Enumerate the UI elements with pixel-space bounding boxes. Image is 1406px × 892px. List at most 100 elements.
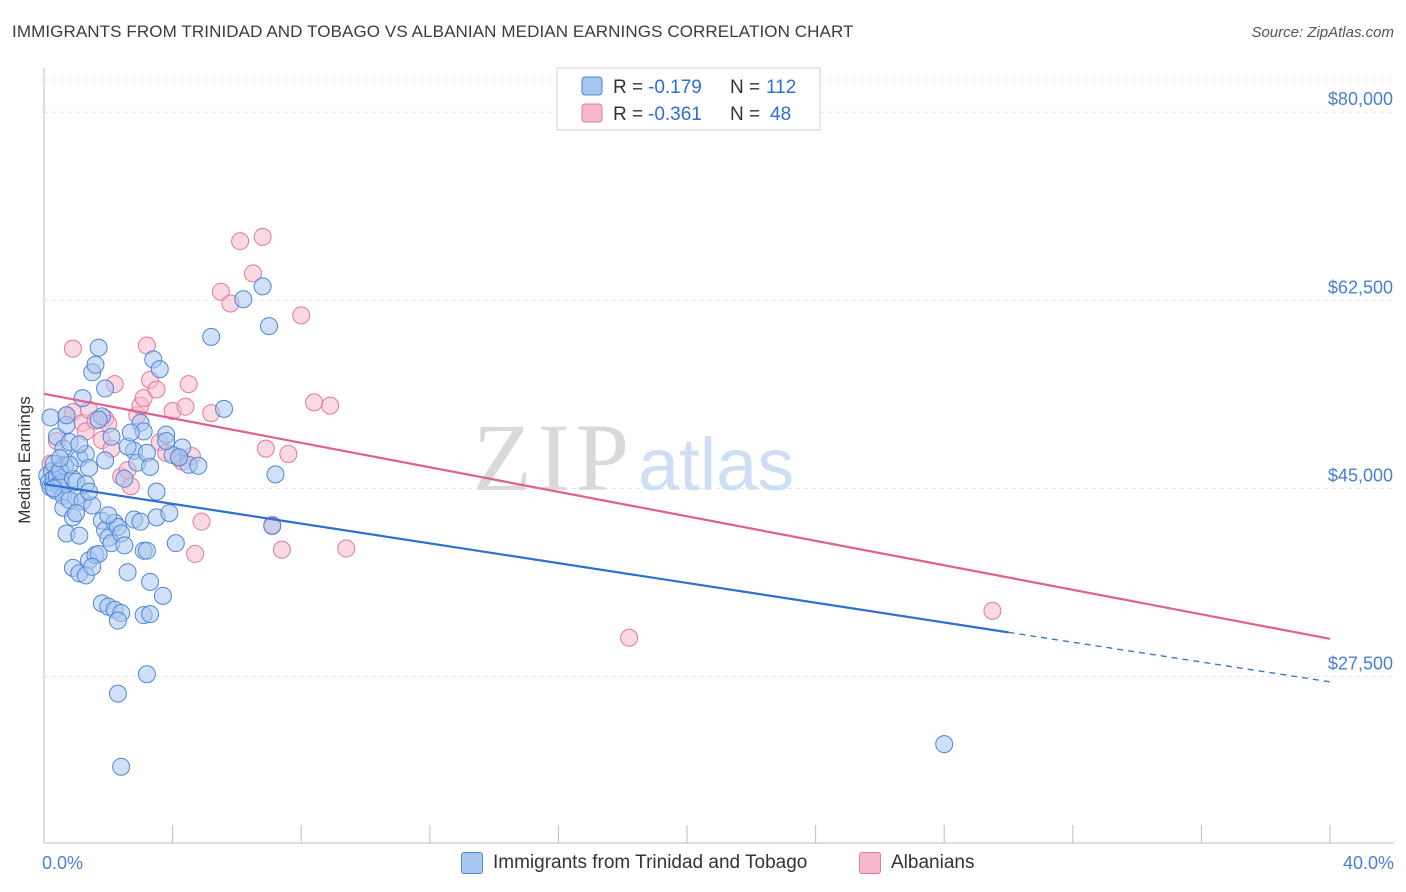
trinidad-point [141,457,160,476]
trinidad-point [170,448,189,467]
trinidad-point [263,516,282,535]
watermark-atlas: atlas [638,423,794,506]
y-axis-label: Median Earnings [15,396,34,524]
trinidad-point [86,355,105,374]
y-tick-label: $45,000 [1328,465,1393,485]
trinidad-point [153,586,172,605]
albanians-point [253,227,272,246]
trinidad-point [260,317,279,336]
trinidad-point [189,456,208,475]
trinidad-point [41,408,60,427]
trinidad-point [70,435,89,454]
source-credit: Source: ZipAtlas.com [1251,24,1394,41]
stats-r-label-1: R = [613,77,643,98]
y-tick-label: $62,500 [1328,277,1393,297]
legend-label-albanians: Albanians [891,852,975,873]
trinidad-point [102,427,121,446]
trinidad-trend-extension [1008,631,1331,683]
trinidad-point [112,757,131,776]
watermark-zip: ZIP [473,404,635,511]
albanians-point [186,544,205,563]
albanians-point [983,601,1002,620]
legend-item-trinidad: Immigrants from Trinidad and Tobago [461,852,807,874]
legend-swatch-albanians [859,852,881,874]
axes [43,68,1394,844]
trinidad-point [99,506,118,525]
legend-label-trinidad: Immigrants from Trinidad and Tobago [493,852,808,873]
albanians-point [292,306,311,325]
stats-n-label-2: N = [730,104,760,125]
trinidad-point [215,399,234,418]
albanians-point [63,339,82,358]
trinidad-point [67,504,86,523]
trinidad-point [115,536,134,555]
albanians-point [211,282,230,301]
tick-labels: $27,500 $45,000 $62,500 $80,000 [1328,89,1393,673]
stats-n-value-1: 112 [766,77,796,98]
albanians-point [179,375,198,394]
albanians-point [134,389,153,408]
x-tick-max: 40.0% [1343,853,1394,873]
albanians-point [620,628,639,647]
albanians-point [231,232,250,251]
trinidad-points [38,277,954,776]
trinidad-point [89,410,108,429]
trinidad-point [160,504,179,523]
trinidad-point [51,449,70,468]
trinidad-trend-line [43,482,1009,634]
stats-n-label-1: N = [730,77,760,98]
trinidad-point [89,338,108,357]
albanians-point [305,393,324,412]
trinidad-point [234,290,253,309]
trinidad-point [44,479,63,498]
albanians-point [256,439,275,458]
albanians-point [279,444,298,463]
trinidad-point [57,406,76,425]
trinidad-point [80,458,99,477]
trinidad-point [137,665,156,684]
trinidad-point [73,389,92,408]
stats-n-value-2: 48 [770,104,791,125]
trinidad-point [108,684,127,703]
trinidad-point [202,327,221,346]
stats-swatch-pink [581,103,603,123]
stats-swatch-blue [581,76,603,96]
albanians-point [337,539,356,558]
x-tick-min: 0.0% [42,853,83,873]
trinidad-point [70,526,89,545]
trinidad-point [253,277,272,296]
trinidad-point [166,534,185,553]
trinidad-point [150,360,169,379]
trinidad-point [137,541,156,560]
albanians-point [147,380,166,399]
stats-box: R = -0.179 N = 112 R = -0.361 N = 48 [556,67,821,131]
trinidad-point [83,557,102,576]
trinidad-point [108,611,127,630]
trinidad-point [935,735,954,754]
trinidad-point [141,572,160,591]
chart-title: IMMIGRANTS FROM TRINIDAD AND TOBAGO VS A… [12,22,854,41]
trinidad-point [131,512,150,531]
watermark: ZIP atlas [473,404,794,511]
legend-swatch-trinidad [461,852,483,874]
albanians-point [176,397,195,416]
legend-item-albanians: Albanians [859,852,974,874]
albanians-point [192,512,211,531]
stats-r-value-1: -0.179 [648,77,702,98]
trinidad-point [266,465,285,484]
trinidad-point [121,423,140,442]
stats-r-value-2: -0.361 [648,104,702,125]
y-tick-label: $80,000 [1328,89,1393,109]
trinidad-point [147,482,166,501]
trinidad-point [115,469,134,488]
trinidad-point [118,563,137,582]
trinidad-point [96,451,115,470]
y-tick-label: $27,500 [1328,653,1393,673]
trinidad-point [157,432,176,451]
albanians-point [243,264,262,283]
albanians-trend-line [43,392,1331,640]
albanians-point [272,540,291,559]
trend-lines [43,392,1331,683]
trinidad-point [141,605,160,624]
stats-r-label-2: R = [613,104,643,125]
